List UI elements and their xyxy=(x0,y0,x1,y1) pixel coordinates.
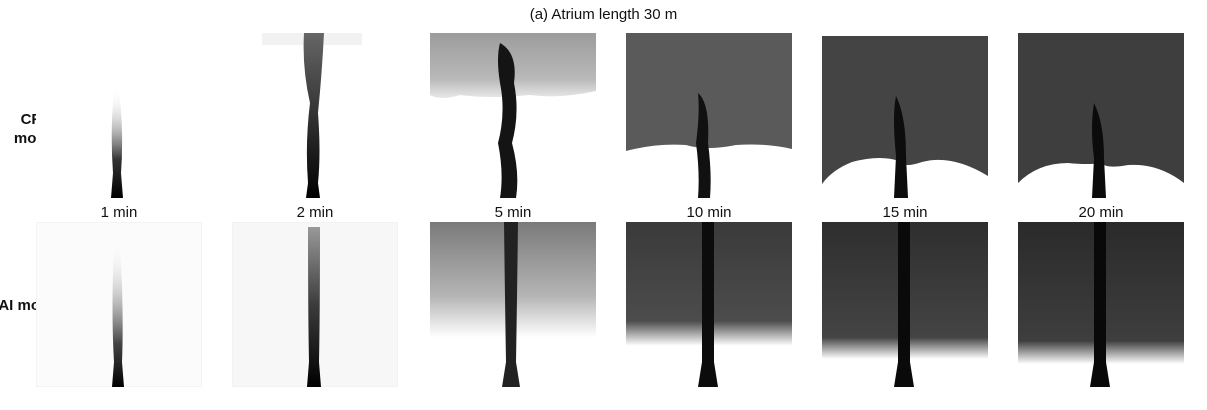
ai-panel-5min xyxy=(430,222,596,387)
cfd-panel-2min xyxy=(232,33,398,198)
ai-panel-15min xyxy=(822,222,988,387)
ai-panel-2min xyxy=(232,222,398,387)
time-label-2min: 2 min xyxy=(296,204,334,221)
ai-panel-20min xyxy=(1018,222,1184,387)
ai-panel-1min xyxy=(36,222,202,387)
time-label-10min: 10 min xyxy=(686,204,732,221)
time-label-1min: 1 min xyxy=(100,204,138,221)
cfd-panel-15min xyxy=(822,36,988,198)
cfd-panel-5min xyxy=(430,33,596,198)
cfd-panel-20min xyxy=(1018,33,1184,198)
figure-title: (a) Atrium length 30 m xyxy=(529,6,678,23)
time-label-15min: 15 min xyxy=(882,204,928,221)
time-label-5min: 5 min xyxy=(494,204,532,221)
cfd-panel-1min xyxy=(36,33,202,198)
cfd-panel-10min xyxy=(626,33,792,198)
time-label-20min: 20 min xyxy=(1078,204,1124,221)
ai-panel-10min xyxy=(626,222,792,387)
